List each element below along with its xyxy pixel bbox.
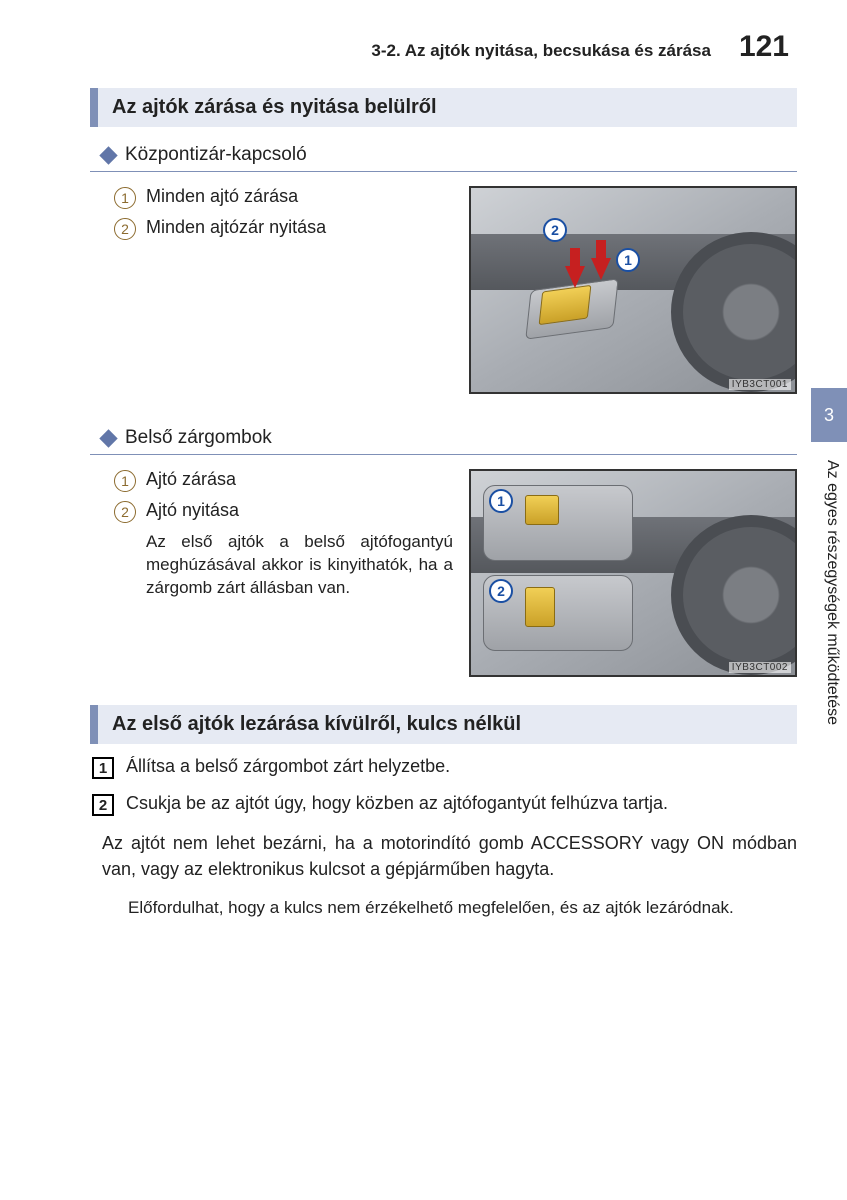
page-number: 121 bbox=[739, 30, 789, 64]
step-text: Csukja be az ajtót úgy, hogy közben az a… bbox=[126, 793, 668, 816]
enum-item: 1 Minden ajtó zárása bbox=[114, 186, 453, 209]
illustration-central-lock: 1 2 IYB3CT001 bbox=[469, 186, 797, 394]
enum-item: 1 Ajtó zárása bbox=[114, 469, 453, 492]
warning-paragraph: Az ajtót nem lehet bezárni, ha a motorin… bbox=[102, 830, 797, 882]
illustration-code: IYB3CT002 bbox=[729, 662, 791, 673]
enum-marker-1: 1 bbox=[114, 470, 136, 492]
illustration-code: IYB3CT001 bbox=[729, 379, 791, 390]
diamond-bullet-icon bbox=[99, 429, 117, 447]
content-inner-lock: 1 Ajtó zárása 2 Ajtó nyitása Az első ajt… bbox=[90, 469, 797, 677]
callout-marker: 2 bbox=[489, 579, 513, 603]
enum-marker-1: 1 bbox=[114, 187, 136, 209]
subsection-central-lock: Központizár-kapcsoló bbox=[90, 139, 797, 172]
enum-item: 2 Ajtó nyitása bbox=[114, 500, 453, 523]
enum-label: Minden ajtó zárása bbox=[146, 186, 298, 207]
enum-list: 1 Ajtó zárása 2 Ajtó nyitása Az első ajt… bbox=[90, 469, 453, 677]
section-heading-2: Az első ajtók lezárása kívülről, kulcs n… bbox=[90, 705, 797, 744]
page-header: 3-2. Az ajtók nyitása, becsukása és zárá… bbox=[90, 30, 797, 64]
enum-label: Minden ajtózár nyitása bbox=[146, 217, 326, 238]
enum-item: 2 Minden ajtózár nyitása bbox=[114, 217, 453, 240]
enum-label: Ajtó zárása bbox=[146, 469, 236, 490]
callout-marker: 1 bbox=[616, 248, 640, 272]
step-text: Állítsa a belső zárgombot zárt helyzetbe… bbox=[126, 756, 450, 779]
step-item: 1 Állítsa a belső zárgombot zárt helyzet… bbox=[90, 756, 797, 779]
illustration-inner-lock: 1 2 IYB3CT002 bbox=[469, 469, 797, 677]
diamond-bullet-icon bbox=[99, 146, 117, 164]
content-central-lock: 1 Minden ajtó zárása 2 Minden ajtózár ny… bbox=[90, 186, 797, 394]
subsection-title: Központizár-kapcsoló bbox=[125, 144, 307, 166]
step-number-1: 1 bbox=[92, 757, 114, 779]
enum-marker-2: 2 bbox=[114, 218, 136, 240]
note-text: Előfordulhat, hogy a kulcs nem érzékelhe… bbox=[128, 896, 797, 920]
breadcrumb: 3-2. Az ajtók nyitása, becsukása és zárá… bbox=[371, 41, 711, 61]
step-item: 2 Csukja be az ajtót úgy, hogy közben az… bbox=[90, 793, 797, 816]
page-content: 3-2. Az ajtók nyitása, becsukása és zárá… bbox=[0, 0, 847, 950]
enum-list: 1 Minden ajtó zárása 2 Minden ajtózár ny… bbox=[90, 186, 453, 394]
enum-marker-2: 2 bbox=[114, 501, 136, 523]
description-text: Az első ajtók a belső ajtófogantyú meghú… bbox=[114, 531, 453, 600]
callout-marker: 1 bbox=[489, 489, 513, 513]
step-number-2: 2 bbox=[92, 794, 114, 816]
enum-label: Ajtó nyitása bbox=[146, 500, 239, 521]
section-heading-1: Az ajtók zárása és nyitása belülről bbox=[90, 88, 797, 127]
subsection-inner-lock: Belső zárgombok bbox=[90, 422, 797, 455]
callout-marker: 2 bbox=[543, 218, 567, 242]
subsection-title: Belső zárgombok bbox=[125, 427, 272, 449]
